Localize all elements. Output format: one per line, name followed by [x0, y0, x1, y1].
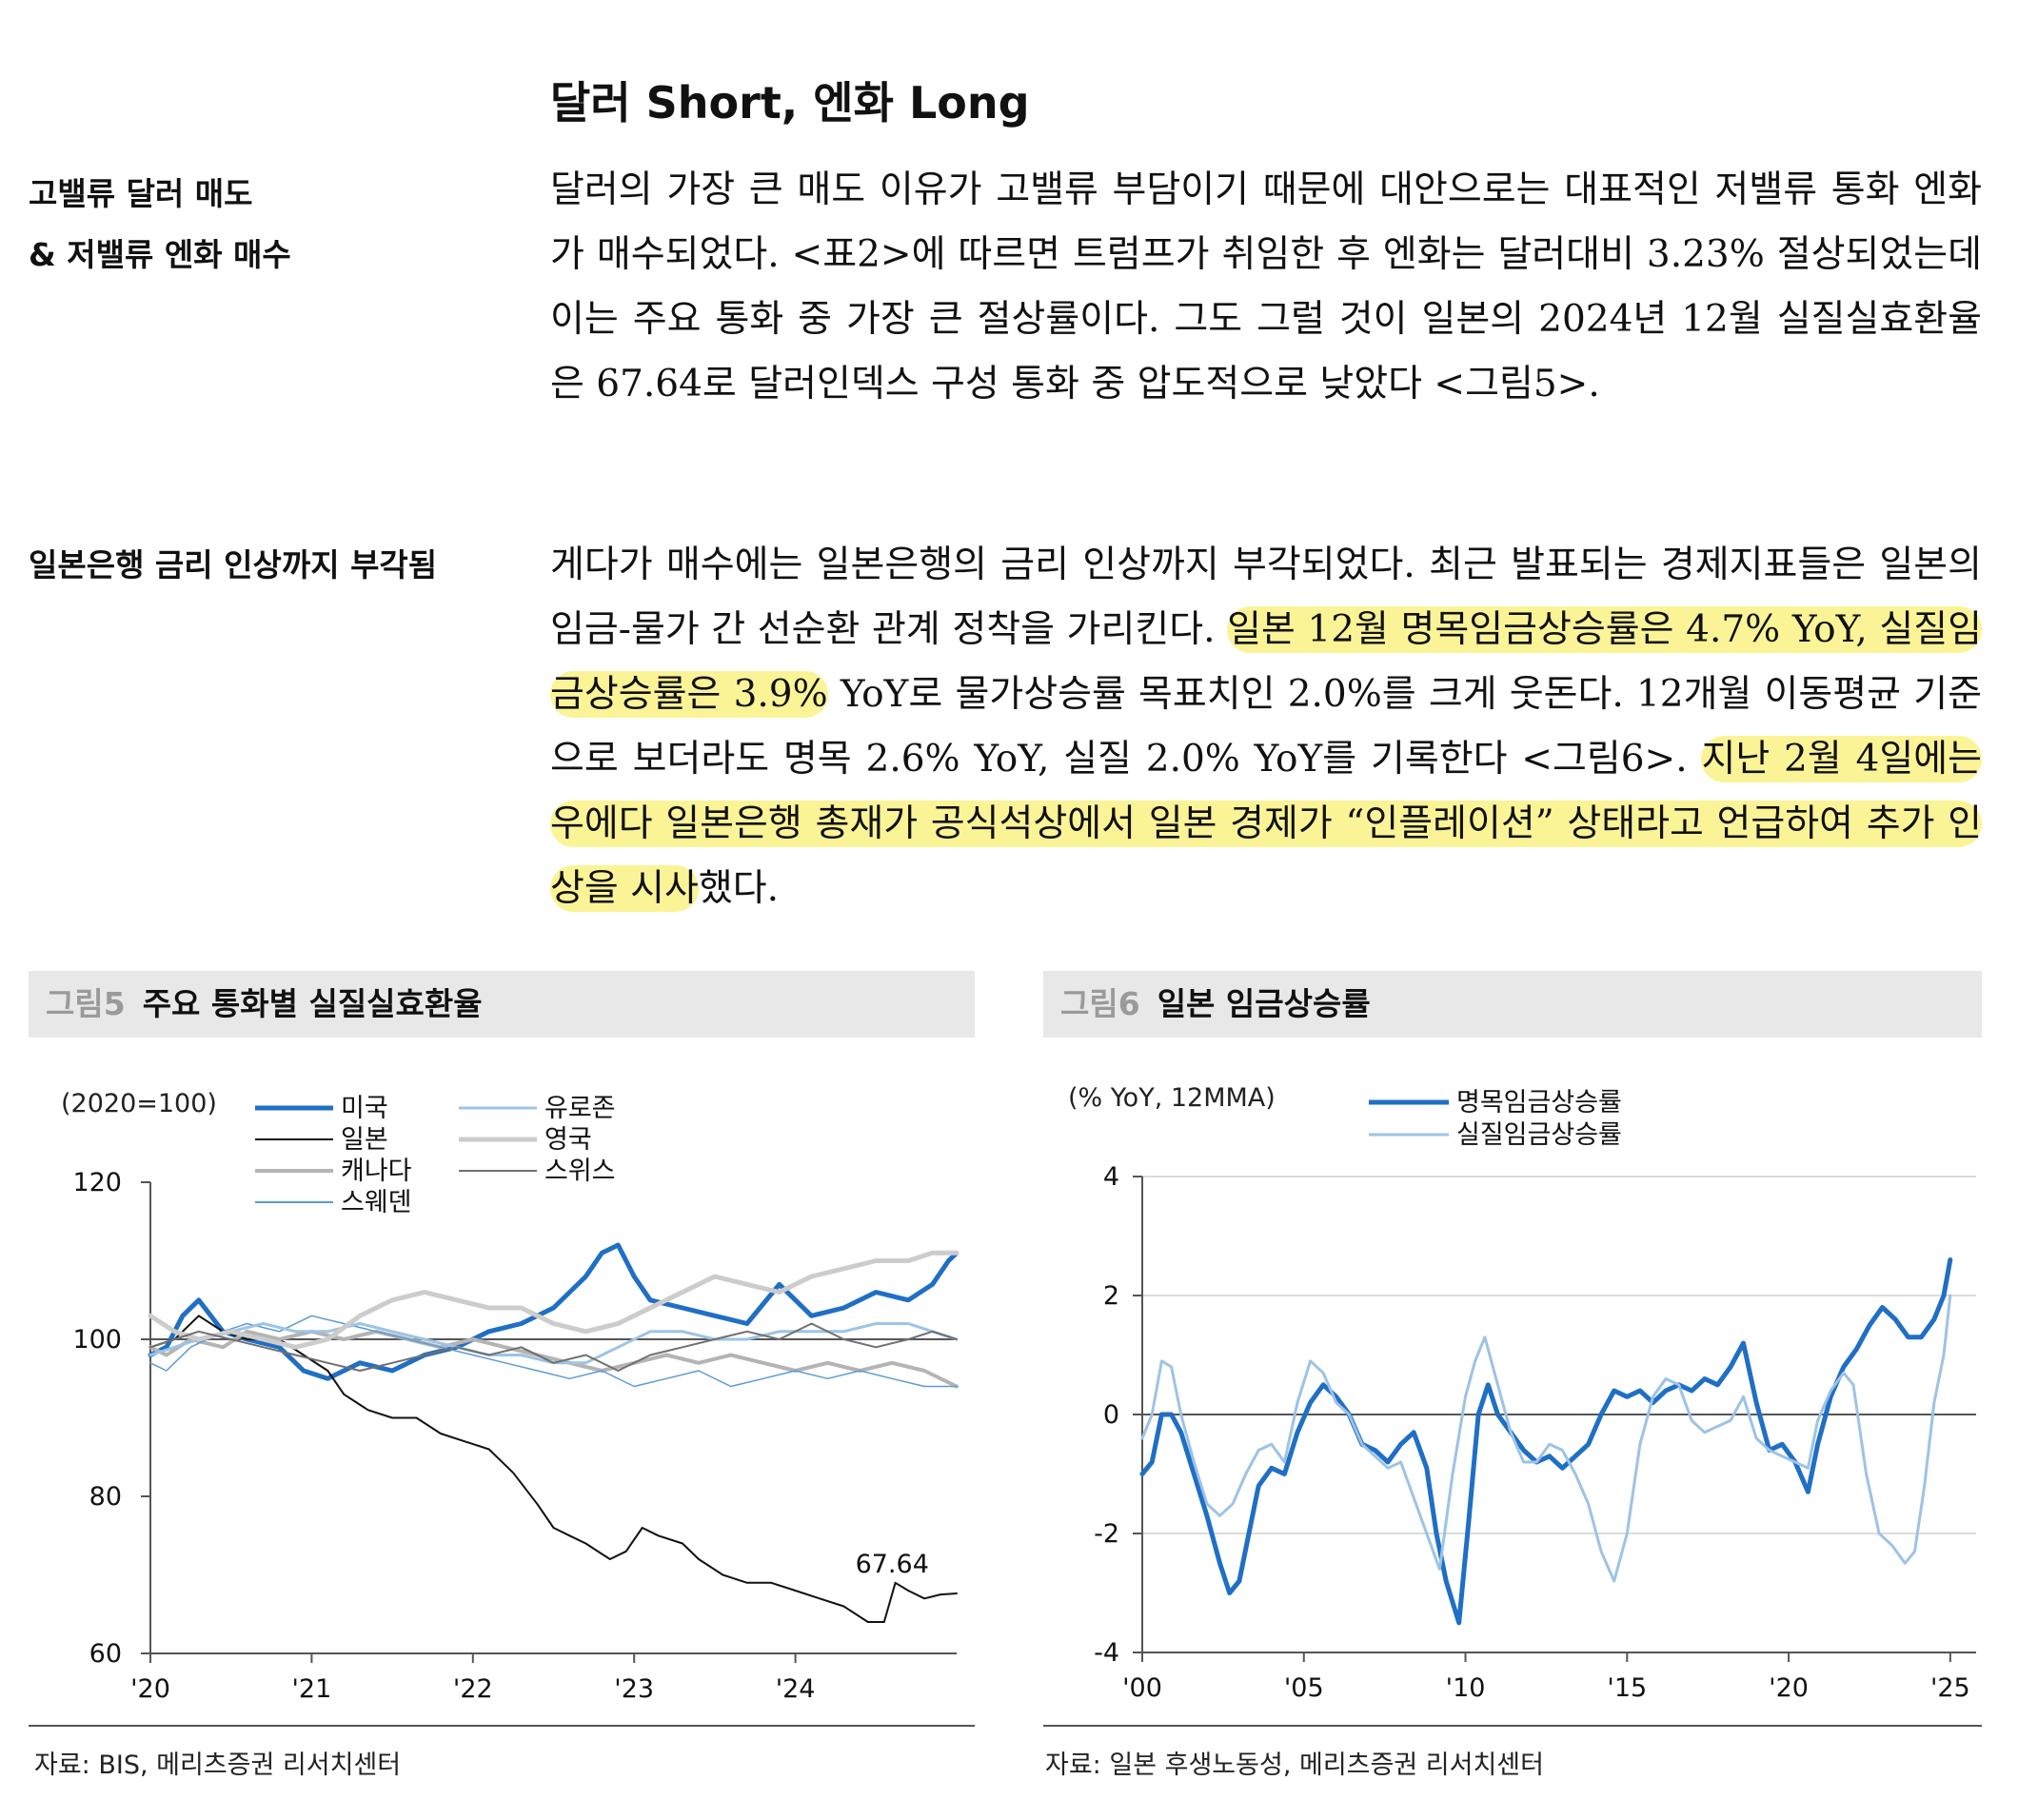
- chart5-legend-label: 스위스: [544, 1157, 616, 1186]
- chart6-series-line-2: [1140, 1294, 1952, 1583]
- chart5-axes: 60 80 100 120 '20 '21 '22 '23 '24: [72, 1168, 957, 1704]
- figure-6-header: 그림6 일본 임금상승률: [1043, 971, 1982, 1038]
- chart5-x-tick-label: '22: [453, 1674, 493, 1704]
- paragraph-1: 달러의 가장 큰 매도 이유가 고밸류 부담이기 때문에 대안으로는 대표적인 …: [550, 158, 1982, 417]
- figure-6-bottom-rule: [1043, 1725, 1982, 1727]
- chart5-legend-label: 스웨덴: [341, 1188, 412, 1217]
- figure-5-title: 주요 통화별 실질실효환율: [142, 985, 483, 1022]
- chart5-legend-label: 캐나다: [341, 1157, 412, 1186]
- chart6-legend-label: 명목임금상승률: [1456, 1088, 1622, 1118]
- chart5-series-line-1: [148, 1242, 960, 1381]
- chart5-series-line-2: [149, 1315, 958, 1623]
- paragraph-2: 게다가 매수에는 일본은행의 금리 인상까지 부각되었다. 최근 발표되는 경제…: [550, 533, 1983, 921]
- side-heading-1-line-1: 고밸류 달러 매도: [29, 175, 253, 212]
- chart5-legend-label: 일본: [341, 1125, 388, 1155]
- chart6-series: [1139, 1257, 1953, 1626]
- chart6-x-tick-label: '20: [1769, 1673, 1809, 1703]
- chart6-series-line-1: [1139, 1257, 1953, 1626]
- chart6-y-tick-label: 4: [1103, 1162, 1119, 1192]
- figure-6-title: 일본 임금상승률: [1157, 985, 1371, 1022]
- side-heading-1: 고밸류 달러 매도 & 저밸류 엔화 매수: [29, 164, 291, 286]
- chart-japan-wage-growth: (% YoY, 12MMA) -4 -2 0 2 4 '00 '05 '10 '15 '20 '25…: [1068, 1083, 1976, 1703]
- paragraph-2-text-b: YoY로 물가상승률 목표치인 2.0%를 크게 웃돈다. 12개월 이동평균 …: [550, 673, 1982, 781]
- chart5-unit-note: (2020=100): [61, 1089, 217, 1118]
- chart6-x-tick-label: '00: [1122, 1673, 1162, 1703]
- chart5-y-tick-label: 60: [89, 1639, 122, 1669]
- chart6-y-tick-label: 2: [1103, 1281, 1119, 1311]
- side-heading-2: 일본은행 금리 인상까지 부각됨: [29, 535, 437, 596]
- paragraph-2-text-a: 게다가 매수에는 일본은행의 금리 인상까지 부각되었다. 최근 발표되는 경제…: [550, 544, 1982, 651]
- chart6-y-tick-label: 0: [1103, 1400, 1119, 1430]
- figure-5-header: 그림5 주요 통화별 실질실효환율: [29, 971, 975, 1038]
- chart5-annotation-label: 67.64: [856, 1550, 929, 1579]
- chart6-y-tick-label: -2: [1094, 1519, 1119, 1549]
- figure-5-source: 자료: BIS, 메리츠증권 리서치센터: [34, 1751, 402, 1780]
- chart6-legend-label: 실질임금상승률: [1456, 1120, 1622, 1150]
- headline: 달러 Short, 엔화 Long: [550, 77, 1030, 129]
- chart5-y-tick-label: 120: [72, 1168, 122, 1197]
- chart6-x-tick-label: '25: [1930, 1673, 1970, 1703]
- chart5-x-tick-label: '24: [776, 1674, 816, 1704]
- chart5-series: [148, 1242, 960, 1623]
- chart6-y-tick-label: -4: [1094, 1638, 1119, 1668]
- paragraph-2-text-c: 했다.: [698, 867, 780, 910]
- chart5-series-line-7: [149, 1322, 958, 1372]
- chart6-unit-note: (% YoY, 12MMA): [1068, 1083, 1276, 1113]
- chart6-axes: -4 -2 0 2 4 '00 '05 '10 '15 '20 '25: [1094, 1162, 1976, 1703]
- chart5-x-tick-label: '20: [130, 1674, 170, 1704]
- chart5-y-tick-label: 100: [72, 1325, 122, 1355]
- side-heading-1-line-2: & 저밸류 엔화 매수: [29, 236, 291, 273]
- figure-6-source: 자료: 일본 후생노동성, 메리츠증권 리서치센터: [1045, 1751, 1544, 1780]
- chart6-x-tick-label: '05: [1284, 1673, 1324, 1703]
- chart5-legend-label: 유로존: [544, 1094, 616, 1123]
- chart-real-effective-exchange-rates: (2020=100) 60 80 100 120 '20 '21 '22 '23 '24 미국일…: [61, 1089, 960, 1704]
- chart5-x-tick-label: '21: [292, 1674, 332, 1704]
- paragraph-1-text: 달러의 가장 큰 매도 이유가 고밸류 부담이기 때문에 대안으로는 대표적인 …: [550, 168, 1982, 406]
- chart6-x-tick-label: '15: [1607, 1673, 1647, 1703]
- figure-6-label: 그림6: [1060, 985, 1140, 1022]
- chart5-legend-label: 영국: [544, 1125, 592, 1155]
- chart6-x-tick-label: '10: [1446, 1673, 1486, 1703]
- side-heading-2-line-1: 일본은행 금리 인상까지 부각됨: [29, 546, 438, 584]
- figure-5-label: 그림5: [46, 985, 126, 1022]
- chart5-y-tick-label: 80: [89, 1482, 122, 1512]
- figure-5-bottom-rule: [29, 1725, 975, 1727]
- chart5-legend-label: 미국: [341, 1094, 388, 1123]
- chart5-series-line-6: [148, 1250, 960, 1350]
- chart5-x-tick-label: '23: [614, 1674, 654, 1704]
